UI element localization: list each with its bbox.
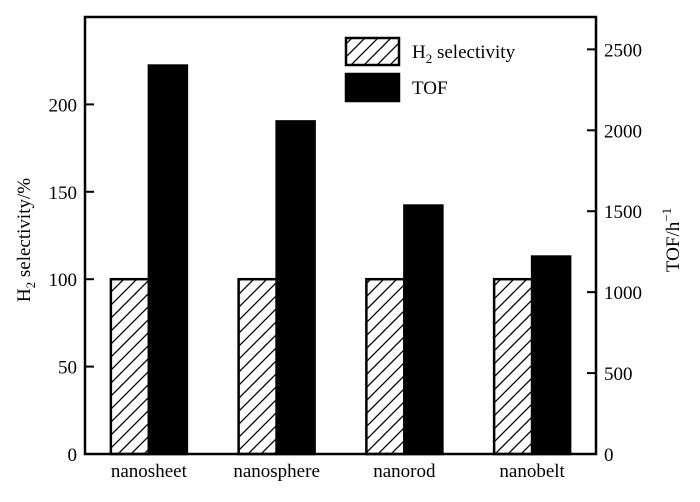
bar-tof-nanorod: [403, 204, 444, 456]
bar-h2-selectivity-nanorod: [365, 277, 406, 456]
right-tick-label: 500: [604, 364, 633, 385]
bar-h2-selectivity-nanobelt: [492, 277, 534, 456]
left-tick-label: 100: [49, 270, 78, 291]
plot-frame: [83, 15, 598, 456]
legend: H2 selectivity TOF: [344, 36, 516, 103]
bar-tof-nanosphere: [275, 120, 316, 456]
bar-tof-nanobelt: [530, 255, 572, 456]
bar-tof-nanosheet: [147, 64, 189, 456]
right-tick-label: 2500: [604, 40, 642, 61]
left-axis-ticks: 0 50 100 150 200: [49, 95, 94, 466]
x-tick-label: nanosphere: [233, 461, 320, 482]
left-tick-label: 0: [68, 445, 78, 466]
left-tick-label: 200: [49, 95, 78, 116]
legend-label-tof: TOF: [412, 78, 448, 99]
x-tick-label: nanobelt: [499, 461, 565, 482]
right-tick-label: 1000: [604, 283, 642, 304]
right-axis-ticks: 0 500 1000 1500 2000 2500: [587, 40, 642, 466]
legend-label-h2-selectivity: H2 selectivity: [412, 42, 516, 66]
right-tick-label: 1500: [604, 202, 642, 223]
right-tick-label: 0: [604, 445, 614, 466]
x-tick-label: nanosheet: [111, 461, 188, 482]
x-tick-label: nanorod: [373, 461, 436, 482]
h2-selectivity-bars: [109, 277, 534, 456]
right-axis-title: TOF/h−1: [659, 208, 684, 272]
legend-swatch-tof: [344, 72, 401, 103]
left-tick-label: 50: [58, 358, 77, 379]
bar-h2-selectivity-nanosphere: [237, 277, 278, 456]
right-tick-label: 2000: [604, 121, 642, 142]
legend-swatch-h2-selectivity: [344, 36, 401, 67]
left-tick-label: 150: [49, 183, 78, 204]
x-axis-ticks: nanosheet nanosphere nanorod nanobelt: [111, 461, 566, 482]
tof-bars: [147, 64, 572, 456]
left-axis-title: H2 selectivity/%: [14, 178, 38, 302]
bar-h2-selectivity-nanosheet: [109, 277, 151, 456]
